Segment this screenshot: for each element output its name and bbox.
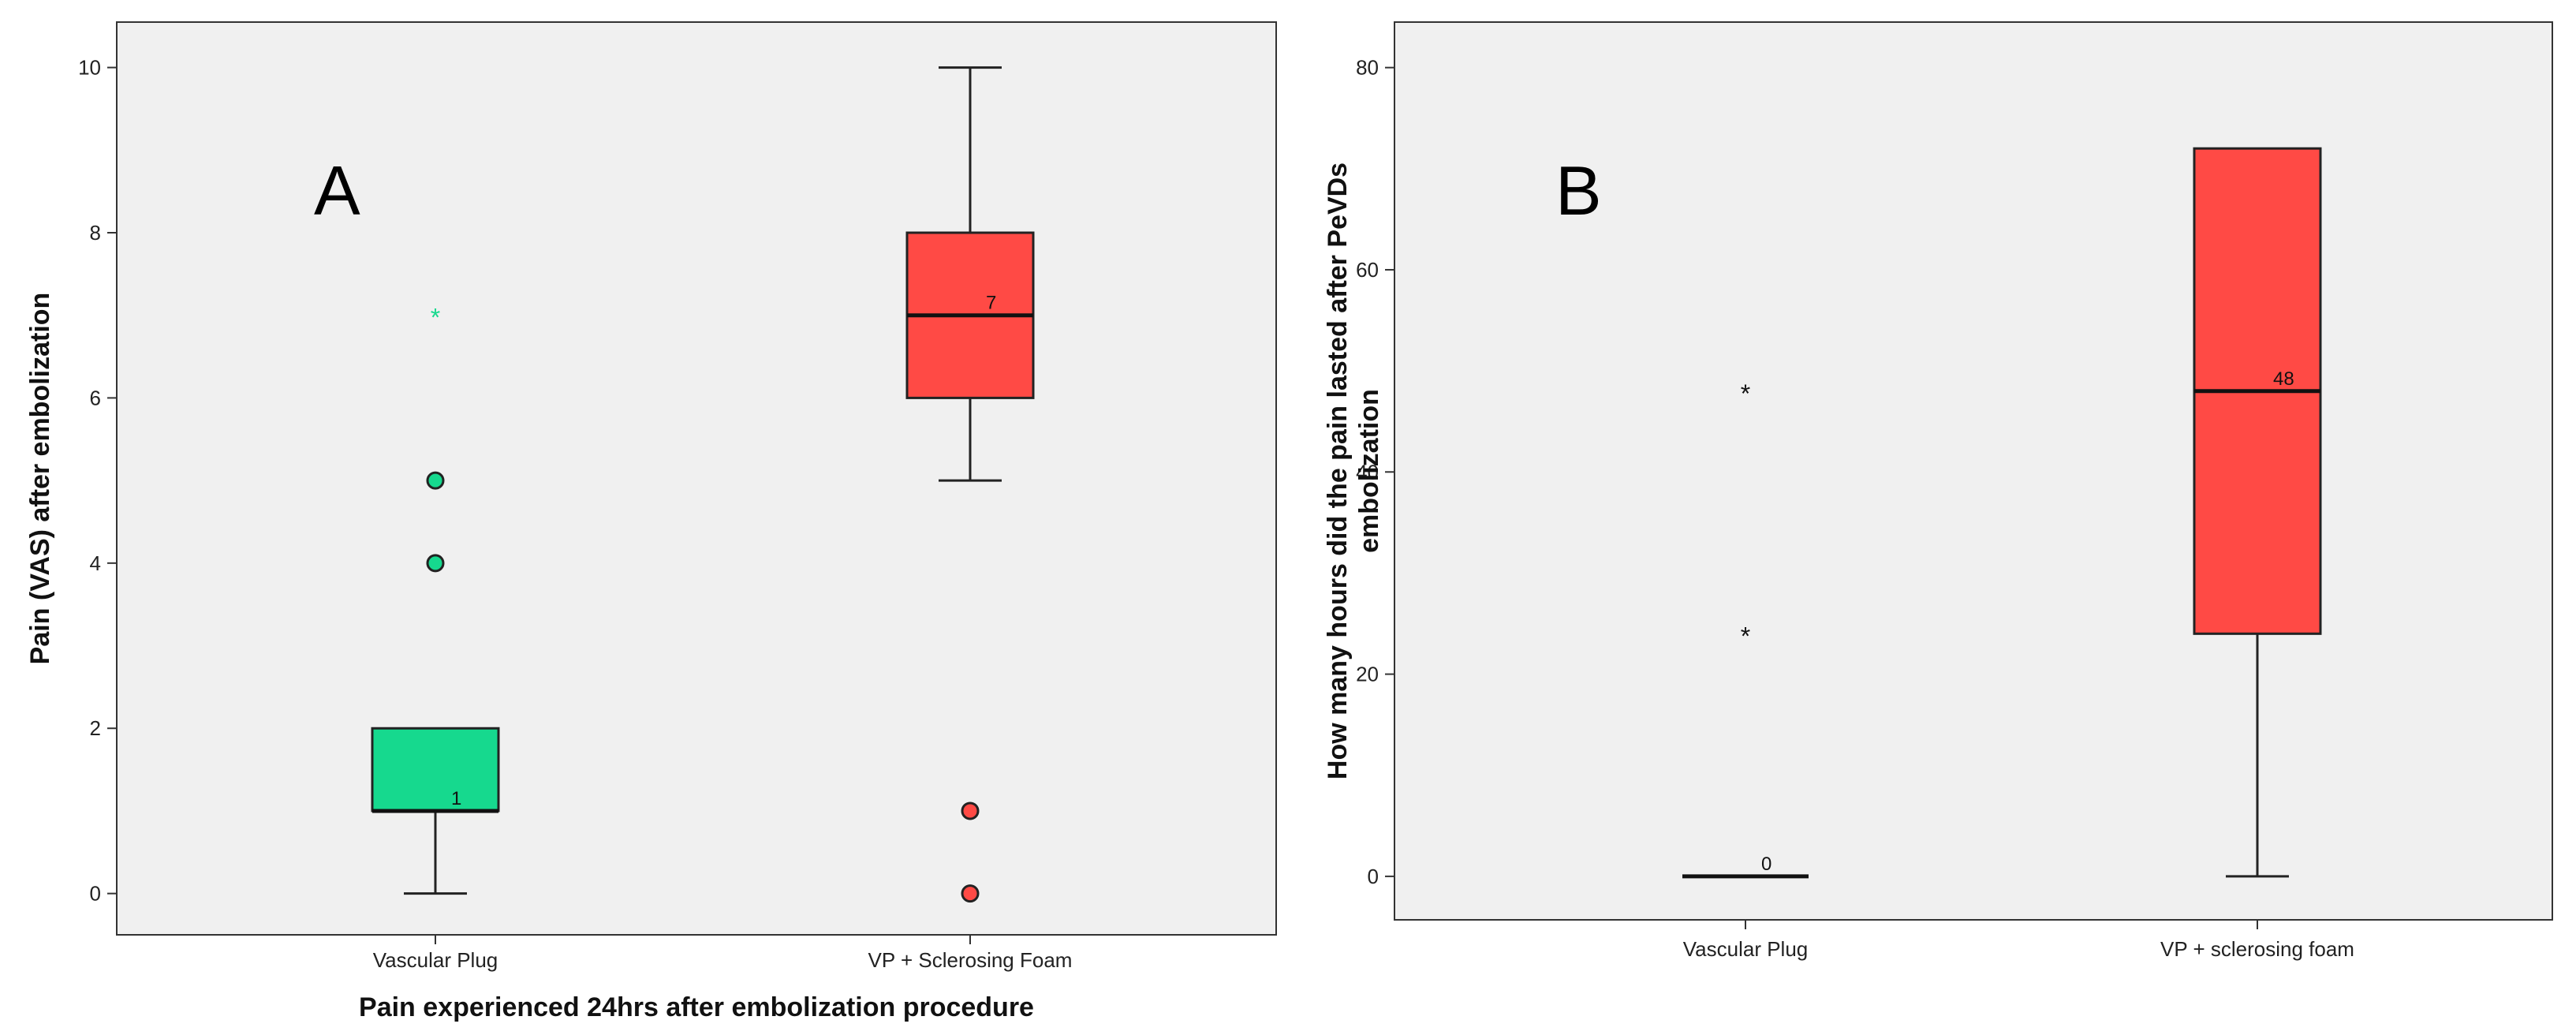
panel-b-y-axis-title-line: embolization — [1354, 389, 1384, 553]
panel-a-box-1-outlier — [426, 471, 445, 490]
panel-b-category-label: VP + sclerosing foam — [2160, 937, 2354, 961]
panel-b-category-label: Vascular Plug — [1683, 937, 1809, 961]
panel-a-box-2-outlier — [961, 801, 980, 820]
panel-b-ytick-label: 20 — [1356, 663, 1379, 686]
panel-a-x-axis-title: Pain experienced 24hrs after embolizatio… — [359, 992, 1034, 1022]
panel-b-box-1-extreme: * — [1741, 622, 1750, 650]
panel-a-box-1-outlier — [426, 554, 445, 573]
panel-b-ytick-label: 80 — [1356, 56, 1379, 80]
panel-a-category-label: Vascular Plug — [373, 948, 498, 972]
panel-b-y-axis-title-line: How many hours did the pain lasted after… — [1323, 163, 1353, 779]
panel-a-ytick-label: 4 — [90, 551, 101, 575]
panel-a-ytick-label: 10 — [78, 56, 101, 80]
panel-b-box-1-median-label: 0 — [1761, 854, 1771, 875]
panel-b-ytick-label: 60 — [1356, 258, 1379, 282]
panel-b-y-axis-title: How many hours did the pain lasted after… — [1323, 163, 1384, 779]
panel-a-ytick-label: 2 — [90, 716, 101, 740]
panel-a-ytick-label: 6 — [90, 386, 101, 409]
panel-a-box-2-median-label: 7 — [986, 293, 996, 314]
panel-a-box-1-extreme: * — [431, 304, 440, 332]
panel-a-box-2-outlier — [961, 884, 980, 903]
panel-a-category-label: VP + Sclerosing Foam — [868, 948, 1073, 972]
panel-a-box-1-median-label: 1 — [451, 788, 461, 809]
panel-a-ytick-label: 8 — [90, 221, 101, 245]
panel-a-ytick-label: 0 — [90, 882, 101, 906]
panel-b-box-2-median-label: 48 — [2273, 368, 2294, 390]
panel-b-plot-area — [1394, 21, 2553, 921]
panel-b-ytick-label: 0 — [1368, 865, 1379, 888]
panel-b-label: B — [1555, 151, 1602, 230]
panel-a-label: A — [314, 151, 360, 230]
panel-b-ytick-label: 40 — [1356, 460, 1379, 484]
panel-a-y-axis-title: Pain (VAS) after embolization — [25, 293, 55, 665]
panel-b-box-1-extreme: * — [1741, 379, 1750, 408]
panel-a-plot-area — [116, 21, 1277, 936]
panel-a-box-1-iqr — [371, 727, 500, 813]
